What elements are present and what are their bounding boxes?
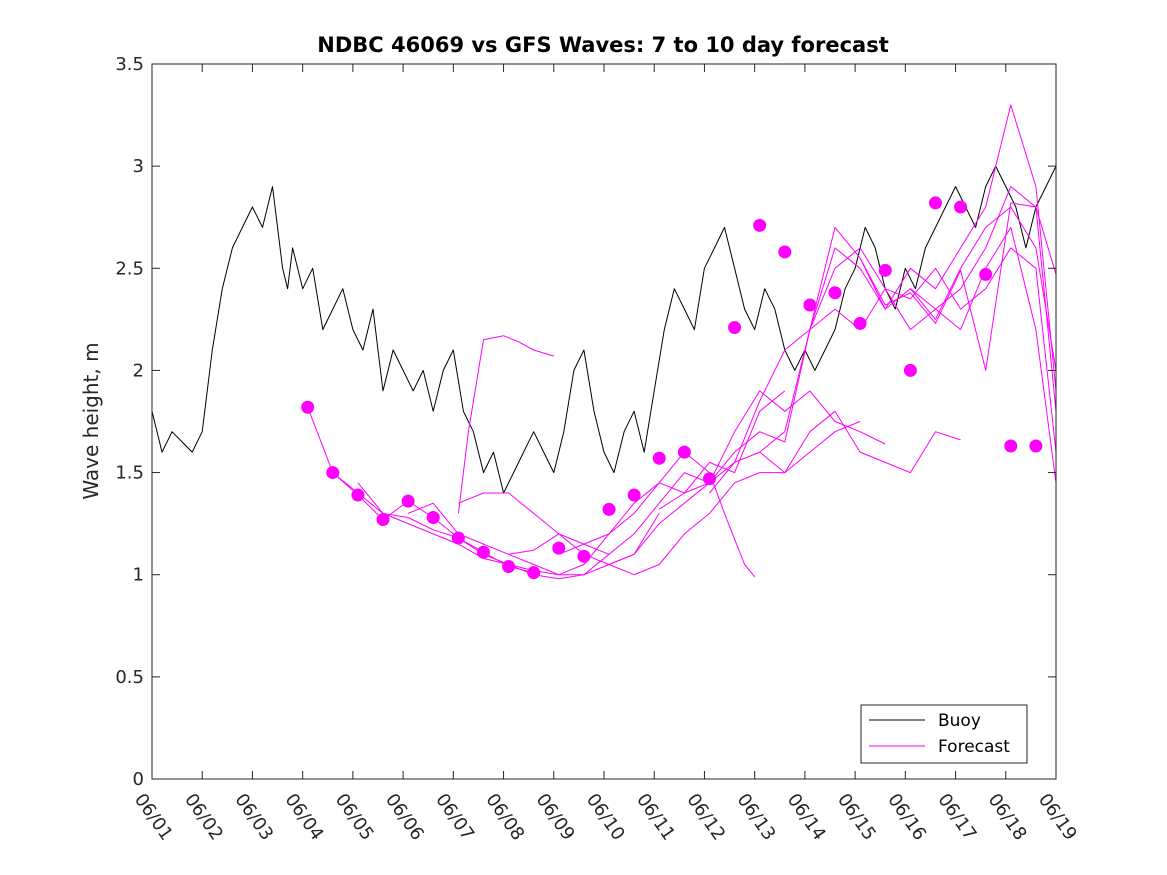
legend: Buoy Forecast xyxy=(860,704,1028,764)
forecast-marker xyxy=(527,566,541,580)
forecast-marker xyxy=(803,298,817,312)
x-tick-label: 06/14 xyxy=(783,790,830,845)
legend-label-forecast: Forecast xyxy=(938,737,1010,757)
y-tick-label: 0.5 xyxy=(115,667,144,688)
forecast-marker xyxy=(853,316,867,330)
y-tick-label: 2.5 xyxy=(115,258,144,279)
forecast-marker xyxy=(677,445,691,459)
forecast-marker xyxy=(1004,439,1018,453)
x-tick-label: 06/06 xyxy=(381,790,428,845)
forecast-marker xyxy=(954,200,968,214)
x-tick-label: 06/19 xyxy=(1034,790,1081,845)
legend-label-buoy: Buoy xyxy=(938,711,981,731)
x-tick-label: 06/01 xyxy=(130,790,177,845)
forecast-marker xyxy=(828,286,842,300)
forecast-marker xyxy=(552,541,566,555)
forecast-marker xyxy=(376,513,390,527)
x-tick-label: 06/18 xyxy=(984,790,1031,845)
forecast-marker xyxy=(326,466,340,480)
x-tick-label: 06/10 xyxy=(582,790,629,845)
forecast-marker xyxy=(702,472,716,486)
forecast-series-line xyxy=(458,421,861,576)
forecast-marker xyxy=(728,321,742,335)
forecast-marker xyxy=(602,502,616,516)
x-tick-label: 06/15 xyxy=(833,790,880,845)
forecast-marker xyxy=(426,511,440,525)
y-tick-label: 2 xyxy=(133,360,144,381)
forecast-marker xyxy=(878,263,892,277)
forecast-marker xyxy=(753,218,767,232)
x-tick-label: 06/04 xyxy=(281,790,328,845)
forecast-marker xyxy=(401,494,415,508)
x-tick-label: 06/16 xyxy=(883,790,930,845)
forecast-marker xyxy=(351,488,365,502)
x-tick-label: 06/11 xyxy=(632,790,679,845)
forecast-marker xyxy=(928,196,942,210)
forecast-marker xyxy=(652,451,666,465)
y-tick-label: 3.5 xyxy=(115,54,144,75)
marker-layer xyxy=(301,196,1043,580)
forecast-marker xyxy=(451,531,465,545)
x-tick-label: 06/13 xyxy=(733,790,780,845)
series-layer xyxy=(151,104,1057,580)
forecast-series-line xyxy=(332,472,610,576)
x-tick-label: 06/03 xyxy=(230,790,277,845)
forecast-marker xyxy=(476,545,490,559)
forecast-series-line xyxy=(608,410,961,565)
forecast-marker xyxy=(778,245,792,259)
forecast-marker xyxy=(1029,439,1043,453)
plot-area xyxy=(152,64,1056,779)
y-tick-label: 1.5 xyxy=(115,463,144,484)
forecast-series-line xyxy=(809,104,1057,391)
x-tick-label: 06/07 xyxy=(431,790,478,845)
forecast-marker xyxy=(903,363,917,377)
forecast-series-line xyxy=(859,202,1057,371)
forecast-marker xyxy=(627,488,641,502)
x-tick-label: 06/12 xyxy=(682,790,729,845)
legend-box xyxy=(860,704,1028,764)
y-tick-label: 3 xyxy=(133,156,144,177)
forecast-series-line xyxy=(508,390,886,555)
forecast-marker xyxy=(502,560,516,574)
forecast-series-line xyxy=(457,335,554,514)
forecast-marker xyxy=(577,549,591,563)
x-tick-label: 06/08 xyxy=(481,790,528,845)
x-tick-label: 06/02 xyxy=(180,790,227,845)
chart-title: NDBC 46069 vs GFS Waves: 7 to 10 day for… xyxy=(317,33,888,57)
forecast-marker xyxy=(979,267,993,281)
forecast-series-line xyxy=(558,451,756,578)
x-tick-label: 06/09 xyxy=(532,790,579,845)
y-tick-label: 0 xyxy=(133,769,144,790)
forecast-marker xyxy=(301,400,315,414)
forecast-series-line xyxy=(709,186,1057,494)
x-tick-label: 06/17 xyxy=(933,790,980,845)
y-tick-label: 1 xyxy=(133,565,144,586)
y-axis-label: Wave height, m xyxy=(79,342,103,499)
x-tick-label: 06/05 xyxy=(331,790,378,845)
buoy-series-line xyxy=(151,165,1057,494)
